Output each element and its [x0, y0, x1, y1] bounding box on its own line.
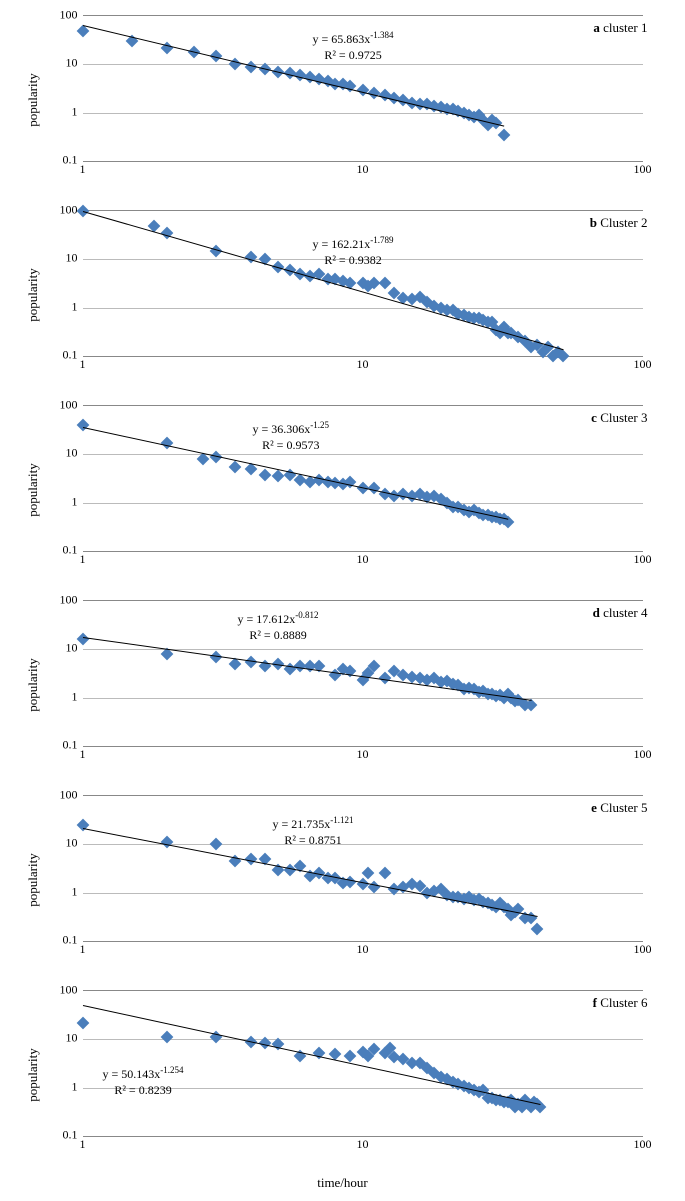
- data-marker: [228, 461, 241, 474]
- x-tick-label: 1: [80, 357, 86, 372]
- data-marker: [378, 276, 391, 289]
- plot-area: [83, 210, 643, 357]
- panel-title: d cluster 4: [593, 605, 648, 621]
- y-tick-label: 100: [60, 593, 78, 608]
- gridline: [83, 698, 643, 699]
- gridline: [83, 308, 643, 309]
- x-tick-label: 10: [357, 747, 369, 762]
- panel-d: 0.1110100110100popularityd cluster 4y = …: [23, 595, 663, 775]
- data-marker: [210, 838, 223, 851]
- y-tick-label: 1: [72, 494, 78, 509]
- x-tick-label: 10: [357, 552, 369, 567]
- panel-e: 0.1110100110100popularitye Cluster 5y = …: [23, 790, 663, 970]
- y-tick-label: 0.1: [63, 153, 78, 168]
- trendline: [82, 25, 504, 127]
- y-tick-label: 10: [66, 446, 78, 461]
- y-axis-label: popularity: [25, 73, 41, 126]
- data-marker: [343, 1050, 356, 1063]
- x-tick-label: 1: [80, 1137, 86, 1152]
- panel-b: 0.1110100110100popularityb Cluster 2y = …: [23, 205, 663, 385]
- gridline: [83, 454, 643, 455]
- y-tick-label: 10: [66, 251, 78, 266]
- y-tick-label: 100: [60, 398, 78, 413]
- regression-equation: y = 17.612x-0.812R² = 0.8889: [238, 610, 319, 643]
- x-tick-label: 100: [634, 1137, 652, 1152]
- regression-equation: y = 36.306x-1.25R² = 0.9573: [253, 420, 330, 453]
- y-tick-label: 0.1: [63, 738, 78, 753]
- y-tick-label: 0.1: [63, 543, 78, 558]
- y-tick-label: 100: [60, 8, 78, 23]
- data-marker: [76, 1016, 89, 1029]
- data-marker: [160, 836, 173, 849]
- regression-equation: y = 162.21x-1.789R² = 0.9382: [313, 235, 394, 268]
- plot-area: [83, 405, 643, 552]
- x-tick-label: 1: [80, 552, 86, 567]
- y-tick-label: 100: [60, 203, 78, 218]
- regression-equation: y = 50.143x-1.254R² = 0.8239: [103, 1065, 184, 1098]
- plot-area: [83, 990, 643, 1137]
- y-axis-label: popularity: [25, 658, 41, 711]
- data-marker: [272, 470, 285, 483]
- x-tick-label: 1: [80, 942, 86, 957]
- data-marker: [531, 922, 544, 935]
- y-tick-label: 1: [72, 104, 78, 119]
- y-tick-label: 100: [60, 788, 78, 803]
- y-tick-label: 1: [72, 689, 78, 704]
- regression-equation: y = 21.735x-1.121R² = 0.8751: [273, 815, 354, 848]
- x-tick-label: 1: [80, 162, 86, 177]
- x-tick-label: 100: [634, 162, 652, 177]
- plot-area: [83, 795, 643, 942]
- panel-title: a cluster 1: [593, 20, 647, 36]
- x-axis-label: time/hour: [0, 1175, 685, 1191]
- y-tick-label: 1: [72, 1079, 78, 1094]
- panel-c: 0.1110100110100popularityc Cluster 3y = …: [23, 400, 663, 580]
- x-tick-label: 100: [634, 942, 652, 957]
- plot-area: [83, 600, 643, 747]
- panel-a: 0.1110100110100popularitya cluster 1y = …: [23, 10, 663, 190]
- gridline: [83, 64, 643, 65]
- data-marker: [160, 1031, 173, 1044]
- y-tick-label: 10: [66, 836, 78, 851]
- x-tick-label: 100: [634, 552, 652, 567]
- y-tick-label: 0.1: [63, 1128, 78, 1143]
- data-marker: [498, 128, 511, 141]
- y-axis-label: popularity: [25, 463, 41, 516]
- data-marker: [259, 468, 272, 481]
- data-marker: [378, 867, 391, 880]
- y-tick-label: 10: [66, 641, 78, 656]
- y-tick-label: 100: [60, 983, 78, 998]
- y-axis-label: popularity: [25, 853, 41, 906]
- panel-title: b Cluster 2: [590, 215, 648, 231]
- x-tick-label: 1: [80, 747, 86, 762]
- y-tick-label: 10: [66, 56, 78, 71]
- regression-equation: y = 65.863x-1.384R² = 0.9725: [313, 30, 394, 63]
- y-axis-label: popularity: [25, 268, 41, 321]
- panel-title: c Cluster 3: [591, 410, 647, 426]
- x-tick-label: 10: [357, 942, 369, 957]
- x-tick-label: 10: [357, 1137, 369, 1152]
- x-tick-label: 100: [634, 747, 652, 762]
- data-marker: [76, 419, 89, 432]
- data-marker: [76, 633, 89, 646]
- x-tick-label: 10: [357, 357, 369, 372]
- y-axis-label: popularity: [25, 1048, 41, 1101]
- y-tick-label: 10: [66, 1031, 78, 1046]
- x-tick-label: 10: [357, 162, 369, 177]
- y-tick-label: 0.1: [63, 348, 78, 363]
- y-tick-label: 0.1: [63, 933, 78, 948]
- panel-f: 0.1110100110100popularityf Cluster 6y = …: [23, 985, 663, 1165]
- gridline: [83, 113, 643, 114]
- panel-title: e Cluster 5: [591, 800, 647, 816]
- gridline: [83, 893, 643, 894]
- cluster-popularity-figure: 0.1110100110100popularitya cluster 1y = …: [0, 0, 685, 1201]
- x-tick-label: 100: [634, 357, 652, 372]
- panel-title: f Cluster 6: [593, 995, 648, 1011]
- y-tick-label: 1: [72, 884, 78, 899]
- gridline: [83, 503, 643, 504]
- trendline: [82, 211, 563, 350]
- y-tick-label: 1: [72, 299, 78, 314]
- data-marker: [362, 866, 375, 879]
